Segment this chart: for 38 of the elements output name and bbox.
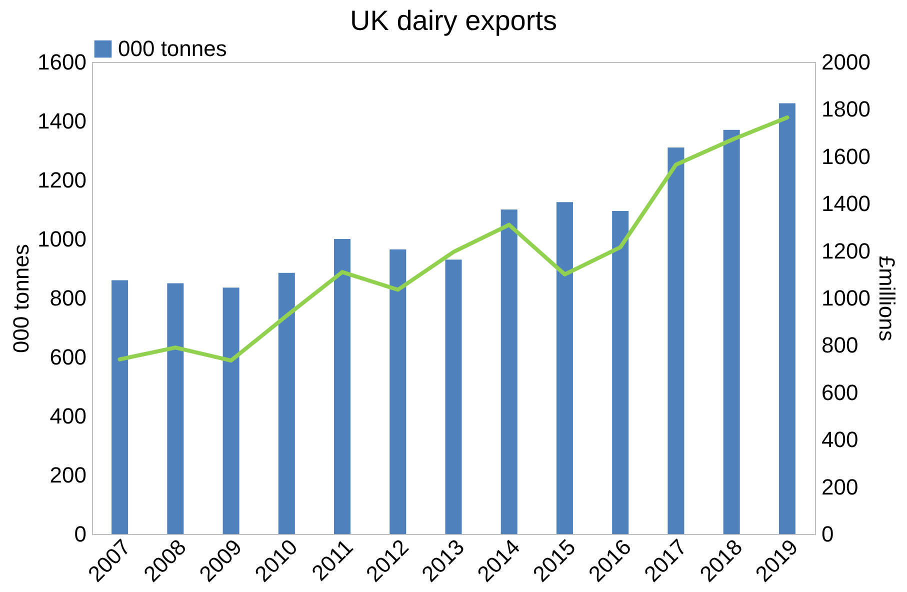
legend-label: 000 tonnes [118, 36, 227, 61]
bar [612, 210, 629, 534]
bar [390, 249, 406, 534]
bar [334, 239, 351, 534]
chart-title: UK dairy exports [350, 5, 557, 36]
y2-tick-label: 800 [822, 332, 858, 358]
bar [723, 130, 740, 534]
line-series [118, 115, 790, 363]
y-tick-label: 1600 [38, 50, 86, 74]
y2-tick-label: 1400 [822, 191, 870, 216]
y-axis-title: 000 tonnes [8, 244, 34, 353]
bar [167, 283, 184, 534]
y-tick-label: 1200 [38, 168, 86, 192]
y2-tick-label: 600 [822, 380, 858, 405]
y2-tick-label: 1000 [822, 286, 870, 310]
y-tick-label: 400 [50, 404, 86, 428]
bar [445, 260, 462, 534]
y-tick-label: 200 [50, 462, 86, 488]
bar [778, 103, 796, 534]
y2-axis-title: £millions [874, 256, 900, 342]
y2-tick-label: 0 [822, 522, 834, 546]
y-tick-label: 1000 [38, 226, 86, 252]
y2-tick-label: 2000 [822, 50, 870, 74]
bar [500, 210, 518, 534]
bar [668, 148, 684, 534]
y2-tick-label: 200 [822, 474, 858, 500]
y-tick-label: 1400 [38, 108, 86, 134]
y-tick-label: 600 [50, 344, 86, 370]
y-tick-label: 0 [74, 522, 86, 546]
bar [278, 272, 295, 534]
y2-tick-label: 1600 [822, 144, 870, 169]
bar [222, 288, 240, 534]
y2-tick-label: 400 [822, 427, 858, 452]
y2-tick-label: 1200 [822, 238, 870, 264]
y-tick-label: 800 [50, 286, 86, 310]
bar [556, 202, 573, 534]
bar [112, 280, 128, 534]
y2-tick-label: 1800 [822, 96, 870, 122]
